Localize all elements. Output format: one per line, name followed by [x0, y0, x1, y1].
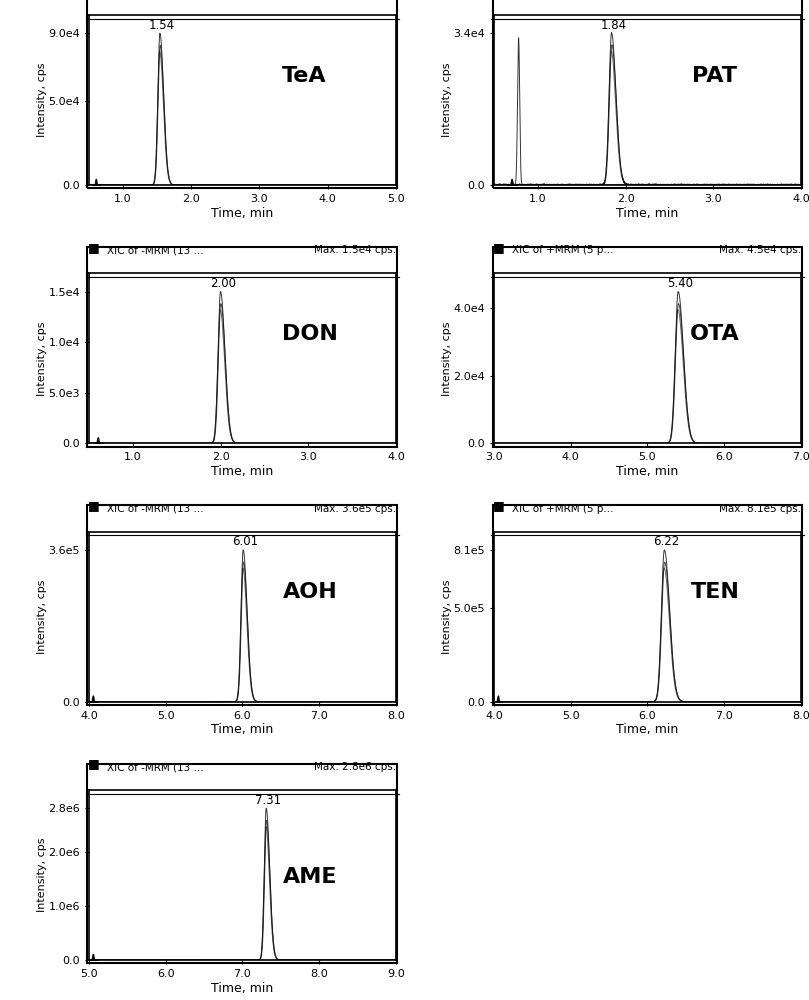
Y-axis label: Intensity, cps: Intensity, cps: [442, 321, 452, 396]
Text: XIC of -MRM (13 ...: XIC of -MRM (13 ...: [108, 762, 204, 772]
X-axis label: Time, min: Time, min: [616, 465, 679, 478]
X-axis label: Time, min: Time, min: [211, 465, 273, 478]
Bar: [87, 0, 397, 188]
Y-axis label: Intensity, cps: Intensity, cps: [37, 579, 47, 654]
Text: OTA: OTA: [690, 324, 740, 344]
Text: ■: ■: [493, 499, 504, 512]
Y-axis label: Intensity, cps: Intensity, cps: [37, 838, 47, 912]
Text: ■: ■: [87, 241, 100, 254]
Text: TeA: TeA: [282, 66, 326, 86]
Text: 1.54: 1.54: [149, 19, 175, 32]
Bar: [493, 247, 803, 447]
Text: XIC of +MRM (5 p...: XIC of +MRM (5 p...: [512, 245, 614, 255]
Text: ■: ■: [87, 757, 100, 770]
Text: Max. 4.5e4 cps.: Max. 4.5e4 cps.: [718, 245, 801, 255]
Bar: [87, 505, 397, 705]
Text: XIC of +MRM (5 p...: XIC of +MRM (5 p...: [512, 504, 614, 514]
Bar: [493, 505, 803, 705]
Text: XIC of -MRM (13 ...: XIC of -MRM (13 ...: [108, 245, 204, 255]
Bar: [87, 247, 397, 447]
Text: 6.01: 6.01: [232, 535, 259, 548]
Text: Max. 1.5e4 cps.: Max. 1.5e4 cps.: [314, 245, 396, 255]
Text: Max. 3.6e5 cps.: Max. 3.6e5 cps.: [314, 504, 396, 514]
Text: Max. 2.8e6 cps.: Max. 2.8e6 cps.: [314, 762, 396, 772]
Y-axis label: Intensity, cps: Intensity, cps: [442, 579, 452, 654]
Bar: [493, 0, 803, 188]
Text: AME: AME: [282, 867, 337, 887]
Text: 7.31: 7.31: [256, 794, 282, 807]
X-axis label: Time, min: Time, min: [616, 723, 679, 736]
Text: ■: ■: [493, 241, 504, 254]
Y-axis label: Intensity, cps: Intensity, cps: [37, 63, 47, 137]
Text: XIC of -MRM (13 ...: XIC of -MRM (13 ...: [108, 504, 204, 514]
Y-axis label: Intensity, cps: Intensity, cps: [37, 321, 47, 396]
Text: 5.40: 5.40: [667, 277, 693, 290]
Text: PAT: PAT: [693, 66, 738, 86]
Text: 2.00: 2.00: [210, 277, 236, 290]
X-axis label: Time, min: Time, min: [211, 207, 273, 220]
Text: ■: ■: [87, 499, 100, 512]
Bar: [87, 764, 397, 963]
Text: TEN: TEN: [691, 582, 739, 602]
Text: Max. 8.1e5 cps.: Max. 8.1e5 cps.: [718, 504, 801, 514]
X-axis label: Time, min: Time, min: [616, 207, 679, 220]
Text: DON: DON: [282, 324, 338, 344]
Text: 6.22: 6.22: [654, 535, 680, 548]
X-axis label: Time, min: Time, min: [211, 723, 273, 736]
Y-axis label: Intensity, cps: Intensity, cps: [442, 63, 452, 137]
Text: 1.84: 1.84: [601, 19, 627, 32]
X-axis label: Time, min: Time, min: [211, 982, 273, 995]
Text: AOH: AOH: [282, 582, 337, 602]
